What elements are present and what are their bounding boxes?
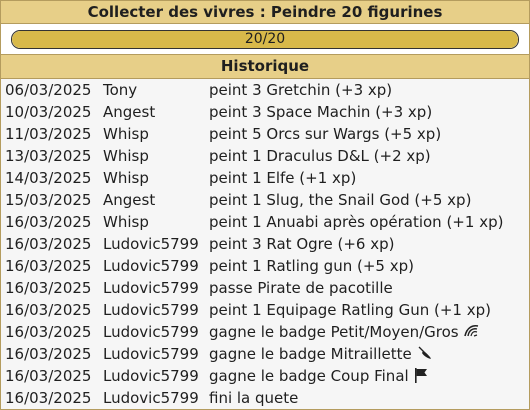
history-action: gagne le badge Coup Final (209, 367, 409, 385)
history-user: Ludovic5799 (103, 301, 199, 319)
history-action: passe Pirate de pacotille (209, 279, 393, 297)
history-action-cell: peint 1 Slug, the Snail God (+5 xp) (203, 189, 529, 211)
progress-fill (12, 31, 518, 48)
progress-section: 20/20 (1, 24, 529, 54)
history-user: Ludovic5799 (103, 257, 199, 275)
history-action: gagne le badge Mitraillette (209, 345, 412, 363)
history-action-cell: peint 3 Gretchin (+3 xp) (203, 79, 529, 101)
history-row: 16/03/2025 Ludovic5799 peint 1 Equipage Ra… (1, 299, 529, 321)
history-row: 11/03/2025 Whisp peint 5 Orcs sur Wargs (+… (1, 123, 529, 145)
history-action: peint 1 Ratling gun (+5 xp) (209, 257, 414, 275)
history-user: Whisp (103, 169, 149, 187)
quill-icon (416, 345, 432, 361)
history-user: Angest (103, 103, 156, 121)
history-date: 16/03/2025 (5, 345, 92, 363)
history-user: Ludovic5799 (103, 367, 199, 385)
history-action: gagne le badge Petit/Moyen/Gros (209, 323, 459, 341)
history-row: 10/03/2025 Angest peint 3 Space Machin (+3… (1, 101, 529, 123)
history-user: Ludovic5799 (103, 345, 199, 363)
history-date: 15/03/2025 (5, 191, 92, 209)
history-action: peint 1 Anuabi après opération (+1 xp) (209, 213, 504, 231)
history-action-cell: peint 5 Orcs sur Wargs (+5 xp) (203, 123, 529, 145)
history-date: 10/03/2025 (5, 103, 92, 121)
history-action-cell: gagne le badge Coup Final (203, 365, 529, 387)
history-date: 16/03/2025 (5, 257, 92, 275)
quest-title: Collecter des vivres : Peindre 20 figuri… (1, 1, 529, 24)
history-action-cell: peint 1 Equipage Ratling Gun (+1 xp) (203, 299, 529, 321)
history-row: 15/03/2025 Angest peint 1 Slug, the Snail … (1, 189, 529, 211)
history-action: peint 1 Elfe (+1 xp) (209, 169, 357, 187)
history-date: 16/03/2025 (5, 235, 92, 253)
history-action-cell: peint 3 Rat Ogre (+6 xp) (203, 233, 529, 255)
history-row: 16/03/2025 Ludovic5799 gagne le badge Mitr… (1, 343, 529, 365)
history-row: 06/03/2025 Tony peint 3 Gretchin (+3 xp) (1, 79, 529, 101)
history-action-cell: peint 1 Elfe (+1 xp) (203, 167, 529, 189)
history-date: 06/03/2025 (5, 81, 92, 99)
history-action-cell: peint 1 Ratling gun (+5 xp) (203, 255, 529, 277)
history-row: 16/03/2025 Ludovic5799 fini la quete (1, 387, 529, 409)
history-action-cell: peint 1 Draculus D&L (+2 xp) (203, 145, 529, 167)
history-date: 13/03/2025 (5, 147, 92, 165)
history-action: peint 1 Equipage Ratling Gun (+1 xp) (209, 301, 491, 319)
history-action: peint 5 Orcs sur Wargs (+5 xp) (209, 125, 442, 143)
history-date: 16/03/2025 (5, 367, 92, 385)
history-action-cell: peint 1 Anuabi après opération (+1 xp) (203, 211, 529, 233)
history-user: Whisp (103, 125, 149, 143)
history-row: 13/03/2025 Whisp peint 1 Draculus D&L (+2 … (1, 145, 529, 167)
history-action: peint 3 Gretchin (+3 xp) (209, 81, 393, 99)
history-heading: Historique (1, 54, 529, 79)
history-action-cell: gagne le badge Mitraillette (203, 343, 529, 365)
history-user: Ludovic5799 (103, 323, 199, 341)
history-action: peint 3 Space Machin (+3 xp) (209, 103, 433, 121)
history-action-cell: passe Pirate de pacotille (203, 277, 529, 299)
history-user: Whisp (103, 213, 149, 231)
history-user: Tony (103, 81, 138, 99)
history-date: 16/03/2025 (5, 323, 92, 341)
history-date: 16/03/2025 (5, 389, 92, 407)
history-action: peint 1 Slug, the Snail God (+5 xp) (209, 191, 472, 209)
history-user: Ludovic5799 (103, 279, 199, 297)
history-user: Ludovic5799 (103, 235, 199, 253)
history-date: 14/03/2025 (5, 169, 92, 187)
history-user: Ludovic5799 (103, 389, 199, 407)
history-action: fini la quete (209, 389, 299, 407)
history-action-cell: gagne le badge Petit/Moyen/Gros (203, 321, 529, 343)
flag-icon (413, 367, 429, 383)
history-row: 16/03/2025 Ludovic5799 gagne le badge Coup… (1, 365, 529, 387)
history-row: 16/03/2025 Ludovic5799 passe Pirate de pac… (1, 277, 529, 299)
history-user: Whisp (103, 147, 149, 165)
history-action-cell: fini la quete (203, 387, 529, 409)
progress-bar: 20/20 (11, 30, 519, 49)
history-date: 11/03/2025 (5, 125, 92, 143)
history-row: 16/03/2025 Ludovic5799 gagne le badge Peti… (1, 321, 529, 343)
history-row: 16/03/2025 Whisp peint 1 Anuabi après opér… (1, 211, 529, 233)
history-row: 14/03/2025 Whisp peint 1 Elfe (+1 xp) (1, 167, 529, 189)
history-date: 16/03/2025 (5, 213, 92, 231)
history-row: 16/03/2025 Ludovic5799 peint 1 Ratling gun… (1, 255, 529, 277)
progress-label: 20/20 (244, 31, 286, 47)
history-date: 16/03/2025 (5, 279, 92, 297)
history-date: 16/03/2025 (5, 301, 92, 319)
size-waves-icon (463, 323, 479, 339)
history-action-cell: peint 3 Space Machin (+3 xp) (203, 101, 529, 123)
history-action: peint 1 Draculus D&L (+2 xp) (209, 147, 431, 165)
history-user: Angest (103, 191, 156, 209)
history-table: 06/03/2025 Tony peint 3 Gretchin (+3 xp) 10… (1, 79, 529, 409)
history-row: 16/03/2025 Ludovic5799 peint 3 Rat Ogre (+… (1, 233, 529, 255)
history-action: peint 3 Rat Ogre (+6 xp) (209, 235, 395, 253)
